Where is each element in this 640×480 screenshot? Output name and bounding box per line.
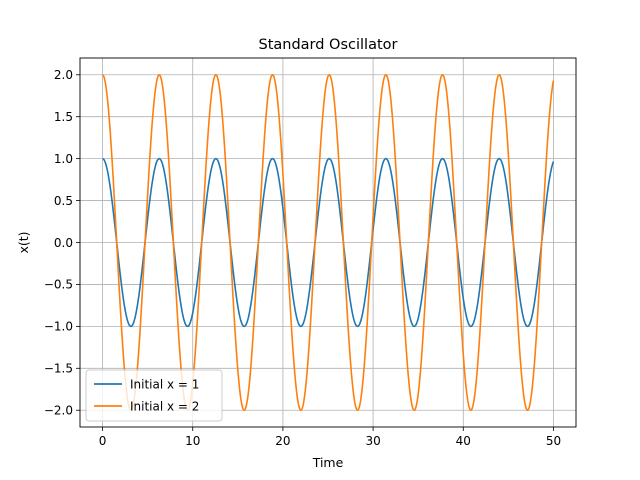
x-tick-label: 10: [185, 434, 200, 448]
x-tick-label: 30: [365, 434, 380, 448]
x-axis-label: Time: [312, 455, 344, 470]
y-tick-label: 1.5: [54, 110, 73, 124]
series-line-2: [102, 73, 555, 412]
x-tick-label: 40: [456, 434, 471, 448]
series-line-1: [102, 157, 555, 328]
y-tick-label: −1.0: [44, 320, 73, 334]
y-tick-label: −2.0: [44, 404, 73, 418]
y-tick-label: 0.0: [54, 236, 73, 250]
x-tick-label: 50: [546, 434, 561, 448]
y-tick-label: 1.0: [54, 152, 73, 166]
legend-box: [85, 369, 223, 422]
chart-title: Standard Oscillator: [258, 37, 397, 53]
legend: Initial x = 1 Initial x = 2: [85, 369, 223, 422]
x-tick-label: 0: [99, 434, 107, 448]
x-tick-label: 20: [275, 434, 290, 448]
y-tick-label: 2.0: [54, 68, 73, 82]
y-tick-label: 0.5: [54, 194, 73, 208]
y-tick-label: −1.5: [44, 362, 73, 376]
series-layer: [102, 73, 555, 412]
legend-label: Initial x = 2: [130, 399, 199, 413]
legend-label: Initial x = 1: [130, 377, 199, 391]
ticks: 0 10 20 30 40 50 −2.0 −1.5 −1.0 −0.5 0.0 0.5 1.0 1.5 2…: [44, 68, 561, 448]
y-tick-label: −0.5: [44, 278, 73, 292]
y-axis-label: x(t): [16, 231, 31, 253]
